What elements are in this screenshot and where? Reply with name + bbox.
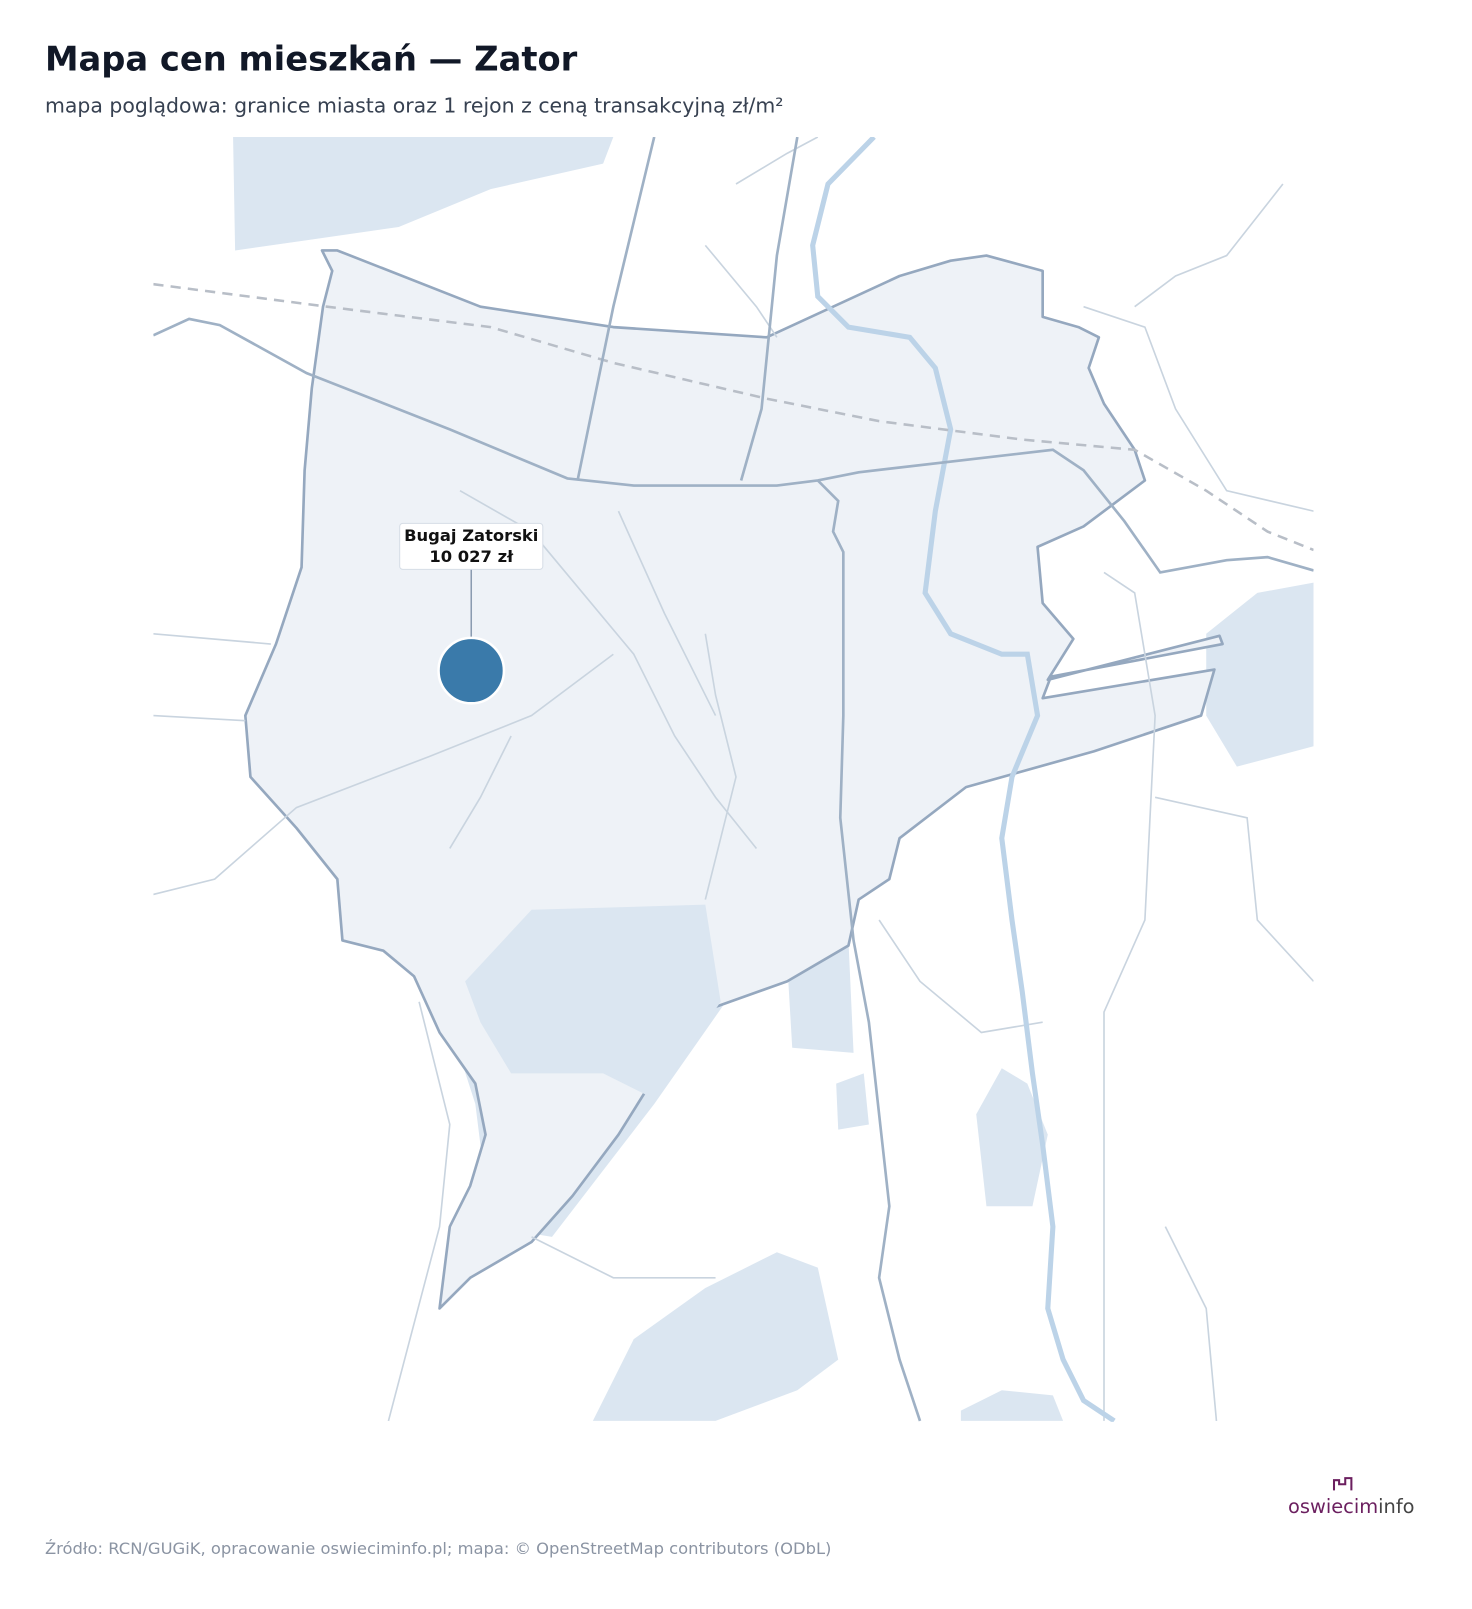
city-boundary [244, 249, 1224, 1310]
regions: Bugaj Zatorski 10 027 zł [399, 522, 544, 705]
price-marker [437, 636, 506, 705]
source: Źródło: RCN/GUGiK, opracowanie oswiecimi… [45, 1539, 831, 1558]
logo-brand: oswiecim [1288, 1495, 1378, 1518]
base-map [153, 136, 1314, 1422]
subtitle: mapa poglądowa: granice miasta oraz 1 re… [45, 93, 784, 117]
railway [153, 282, 1314, 552]
region-price: 10 027 zł [429, 547, 514, 566]
logo: oswieciminfo [1288, 1477, 1415, 1518]
region-name: Bugaj Zatorski [404, 526, 538, 545]
logo-suffix: info [1378, 1495, 1414, 1518]
label-box [399, 522, 544, 570]
logo-text: oswieciminfo [1288, 1495, 1415, 1518]
river [810, 136, 1116, 1422]
title: Mapa cen mieszkań — Zator [45, 40, 578, 79]
